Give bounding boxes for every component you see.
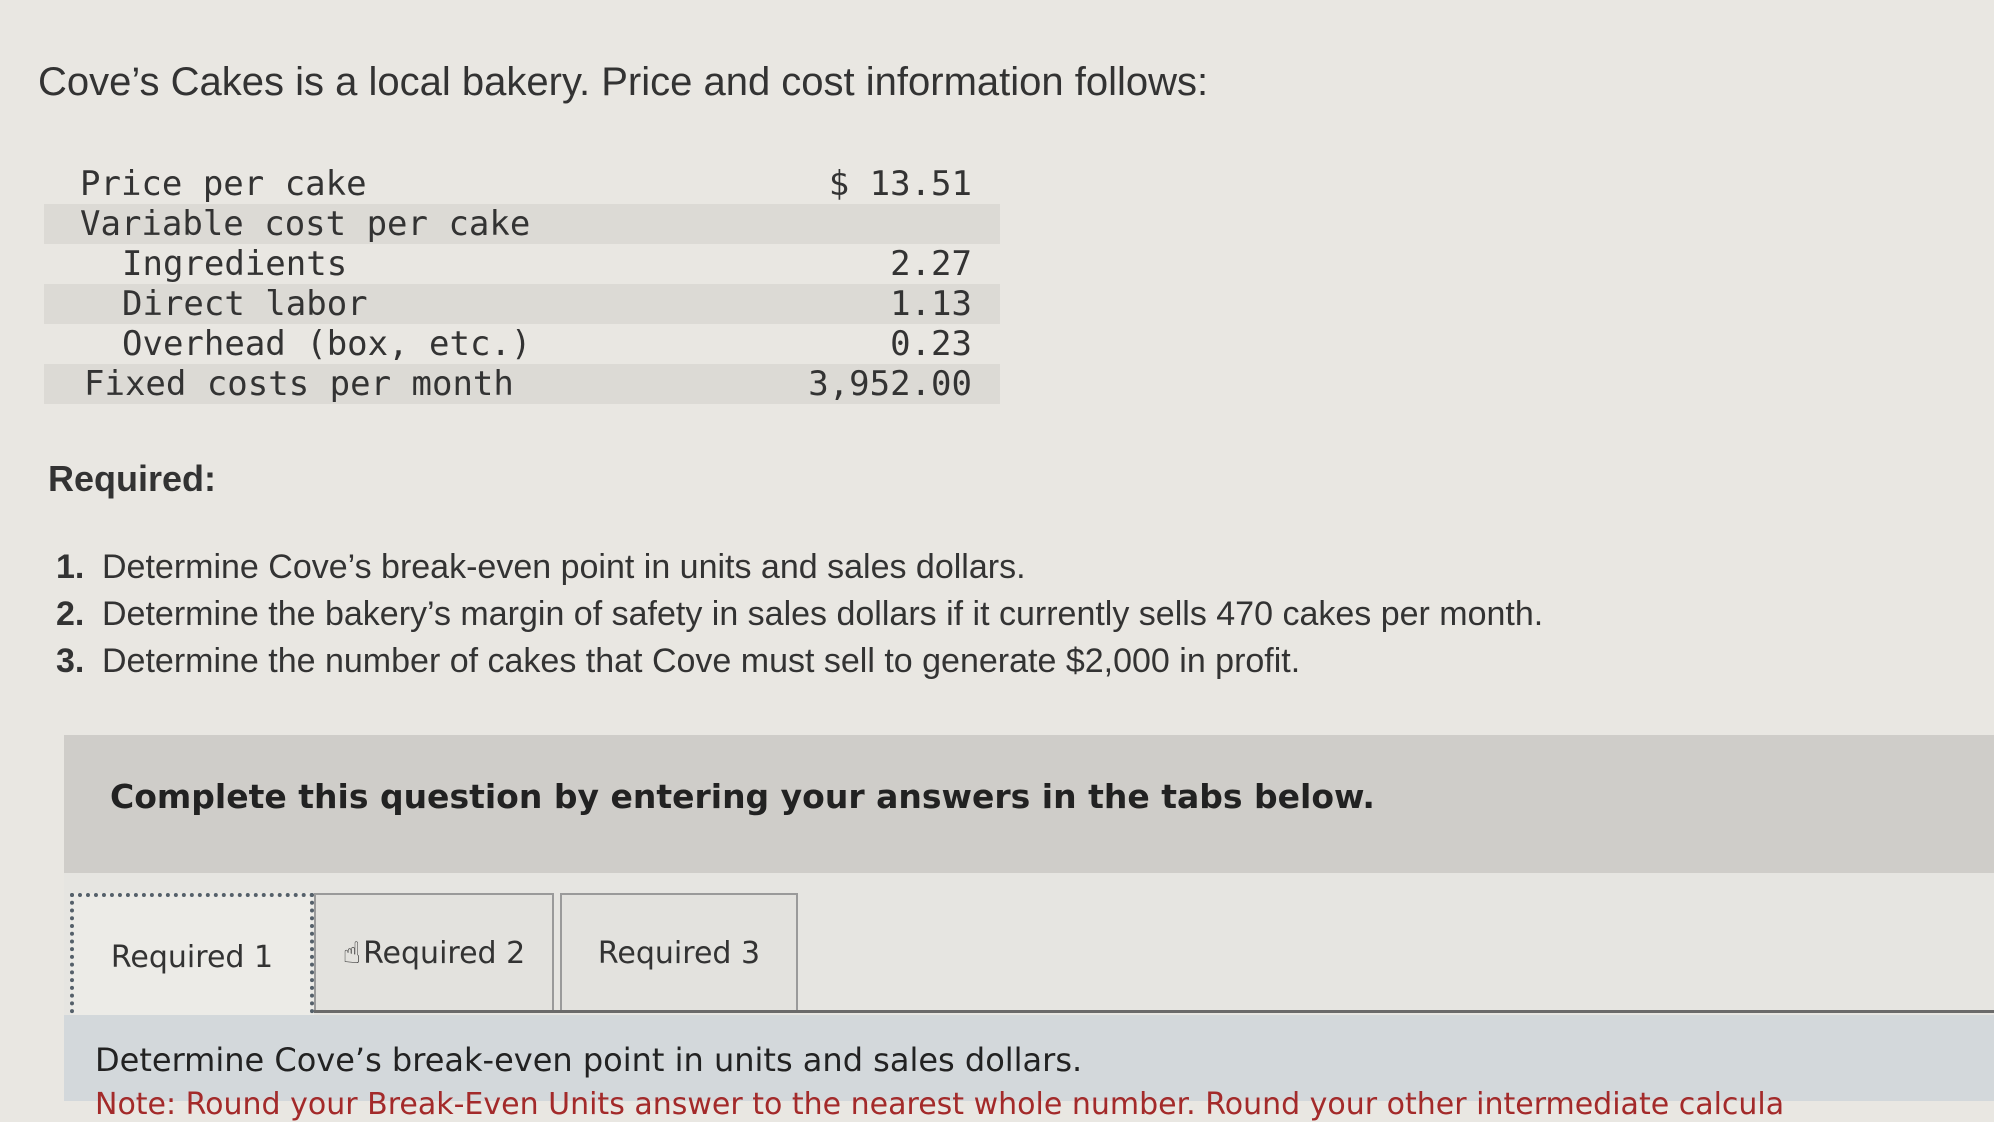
row-value: 0.23 [890, 324, 972, 364]
table-row: Direct labor 1.13 [44, 284, 1000, 324]
tab-divider [314, 1010, 1994, 1013]
row-value: 1.13 [890, 284, 972, 324]
hand-pointer-icon: ☝ [342, 935, 362, 971]
requirements-list: 1. Determine Cove’s break-even point in u… [56, 544, 1543, 685]
row-label: Variable cost per cake [80, 204, 531, 244]
tab-required-1[interactable]: Required 1 [70, 893, 314, 1021]
list-item: 3. Determine the number of cakes that Cov… [56, 638, 1543, 685]
answer-panel: Determine Cove’s break-even point in uni… [64, 1015, 1994, 1122]
row-value: 3,952.00 [808, 364, 972, 404]
cost-table: Price per cake $ 13.51 Variable cost per … [44, 164, 1000, 404]
banner-text: Complete this question by entering your … [110, 777, 1375, 816]
table-row: Variable cost per cake [44, 204, 1000, 244]
tab-label: Required 3 [597, 935, 761, 971]
table-row: Overhead (box, etc.) 0.23 [44, 324, 1000, 364]
tab-required-3[interactable]: Required 3 [560, 893, 798, 1011]
table-row: Fixed costs per month 3,952.00 [44, 364, 1000, 404]
tab-label: Required 1 [110, 939, 274, 975]
required-heading: Required: [48, 458, 217, 499]
tab-bar: Required 1 ☝ Required 2 Required 3 [64, 873, 1994, 1021]
list-item: 2. Determine the bakery’s margin of safet… [56, 591, 1543, 638]
table-row: Price per cake $ 13.51 [44, 164, 1000, 204]
row-label: Fixed costs per month [84, 364, 514, 404]
table-row: Ingredients 2.27 [44, 244, 1000, 284]
item-number: 1. [56, 548, 85, 586]
tab-label: Required 2 [363, 935, 526, 971]
row-label: Overhead (box, etc.) [122, 324, 532, 364]
item-number: 2. [56, 595, 85, 633]
intro-text: Cove’s Cakes is a local bakery. Price an… [38, 60, 1209, 104]
list-item: 1. Determine Cove’s break-even point in u… [56, 544, 1543, 591]
item-text: Determine Cove’s break-even point in uni… [102, 548, 1026, 586]
panel-note: Note: Round your Break-Even Units answer… [95, 1087, 1785, 1122]
row-label: Price per cake [80, 164, 367, 204]
instruction-banner: Complete this question by entering your … [64, 735, 1994, 873]
panel-question: Determine Cove’s break-even point in uni… [95, 1041, 1083, 1079]
row-value: $ 13.51 [828, 164, 972, 204]
tab-required-2[interactable]: ☝ Required 2 [314, 893, 554, 1011]
item-number: 3. [56, 642, 85, 680]
item-text: Determine the number of cakes that Cove … [102, 642, 1301, 680]
row-label: Direct labor [122, 284, 368, 324]
row-label: Ingredients [122, 244, 348, 284]
row-value: 2.27 [890, 244, 972, 284]
item-text: Determine the bakery’s margin of safety … [102, 595, 1544, 633]
